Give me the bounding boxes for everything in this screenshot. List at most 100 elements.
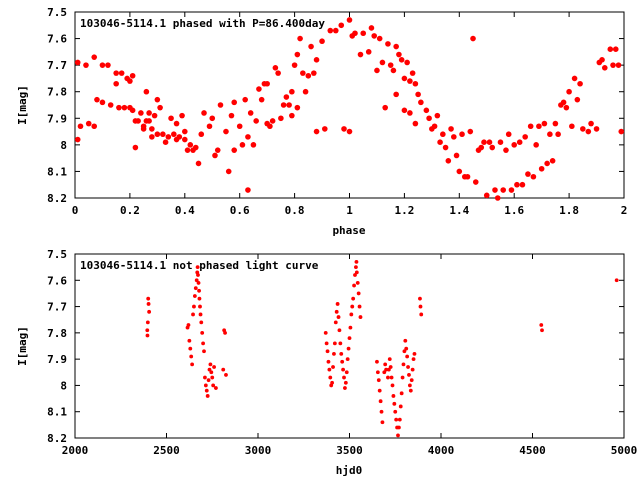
data-point: [412, 351, 417, 356]
data-point: [347, 336, 352, 341]
data-point: [464, 173, 471, 180]
data-point: [610, 62, 616, 68]
data-point: [467, 128, 474, 135]
x-tick-label: 1.2: [394, 204, 414, 217]
data-point: [418, 99, 424, 106]
data-point: [342, 375, 346, 380]
data-point: [145, 333, 150, 338]
data-point: [145, 320, 150, 325]
data-point: [91, 123, 98, 130]
data-point: [192, 304, 196, 309]
data-point: [291, 62, 298, 68]
data-point: [560, 99, 567, 106]
y-tick-label: 7.7: [47, 59, 67, 72]
data-point: [358, 315, 363, 319]
data-point: [500, 187, 507, 193]
x-tick-label: 0.4: [175, 204, 195, 217]
data-point: [105, 62, 111, 68]
data-point: [203, 383, 208, 388]
data-point: [378, 399, 383, 404]
data-point: [407, 373, 411, 377]
data-point: [371, 33, 378, 39]
data-point: [549, 158, 556, 164]
data-point: [275, 70, 281, 76]
data-point: [247, 110, 254, 116]
data-point: [113, 70, 119, 76]
data-point: [212, 152, 218, 159]
data-point: [198, 312, 203, 317]
unphased-data-points: [145, 259, 619, 438]
data-point: [478, 144, 485, 151]
data-point: [508, 187, 515, 193]
data-point: [536, 123, 542, 130]
data-point: [210, 375, 215, 380]
data-point: [264, 80, 270, 87]
data-point: [387, 62, 394, 68]
data-point: [437, 139, 443, 145]
data-point: [332, 351, 336, 356]
data-point: [132, 144, 139, 151]
data-point: [143, 88, 150, 95]
data-point: [426, 115, 432, 122]
data-point: [527, 123, 534, 130]
data-point: [121, 104, 128, 111]
data-point: [208, 362, 213, 367]
data-point: [182, 128, 188, 135]
data-point: [544, 160, 550, 167]
x-tick-label: 3000: [245, 444, 272, 457]
data-point: [354, 270, 359, 275]
data-point: [412, 120, 419, 127]
data-point: [585, 128, 592, 135]
data-point: [200, 330, 205, 335]
data-point: [223, 330, 227, 335]
data-point: [231, 147, 238, 153]
data-point: [91, 54, 98, 60]
x-tick-label: 1.4: [449, 204, 469, 217]
data-point: [571, 75, 578, 82]
data-point: [327, 367, 332, 372]
data-point: [333, 320, 338, 325]
y-tick-label: 8: [60, 139, 67, 152]
data-point: [171, 131, 177, 138]
data-point: [409, 378, 414, 383]
data-point: [193, 286, 198, 291]
data-point: [409, 70, 416, 76]
data-point: [154, 131, 161, 138]
phased-y-axis-label: I[mag]: [16, 85, 29, 125]
data-point: [176, 134, 183, 140]
data-point: [405, 354, 410, 359]
data-point: [187, 142, 194, 148]
x-tick-label: 1.6: [504, 204, 524, 217]
data-point: [431, 123, 438, 130]
data-point: [481, 139, 487, 145]
data-point: [401, 107, 408, 114]
data-point: [514, 181, 520, 188]
data-point: [239, 142, 246, 148]
data-point: [323, 330, 328, 335]
data-point: [357, 304, 362, 309]
data-point: [173, 120, 180, 127]
data-point: [335, 302, 340, 306]
x-tick-label: 2: [621, 204, 628, 217]
data-point: [94, 96, 100, 103]
data-point: [401, 362, 406, 367]
y-tick-label: 8.2: [47, 192, 67, 205]
data-point: [192, 144, 199, 151]
data-point: [74, 59, 81, 66]
data-point: [434, 112, 441, 119]
data-point: [206, 378, 211, 383]
data-point: [202, 349, 206, 354]
data-point: [168, 115, 174, 122]
y-tick-label: 7.6: [47, 274, 67, 287]
data-point: [245, 134, 251, 140]
data-point: [205, 394, 210, 398]
data-point: [415, 91, 421, 98]
data-point: [396, 433, 400, 438]
y-tick-label: 8: [60, 379, 67, 392]
data-point: [297, 35, 303, 42]
y-tick-label: 7.8: [47, 86, 67, 99]
data-point: [519, 181, 526, 188]
data-point: [192, 294, 197, 298]
data-point: [113, 80, 119, 87]
data-point: [334, 309, 339, 314]
